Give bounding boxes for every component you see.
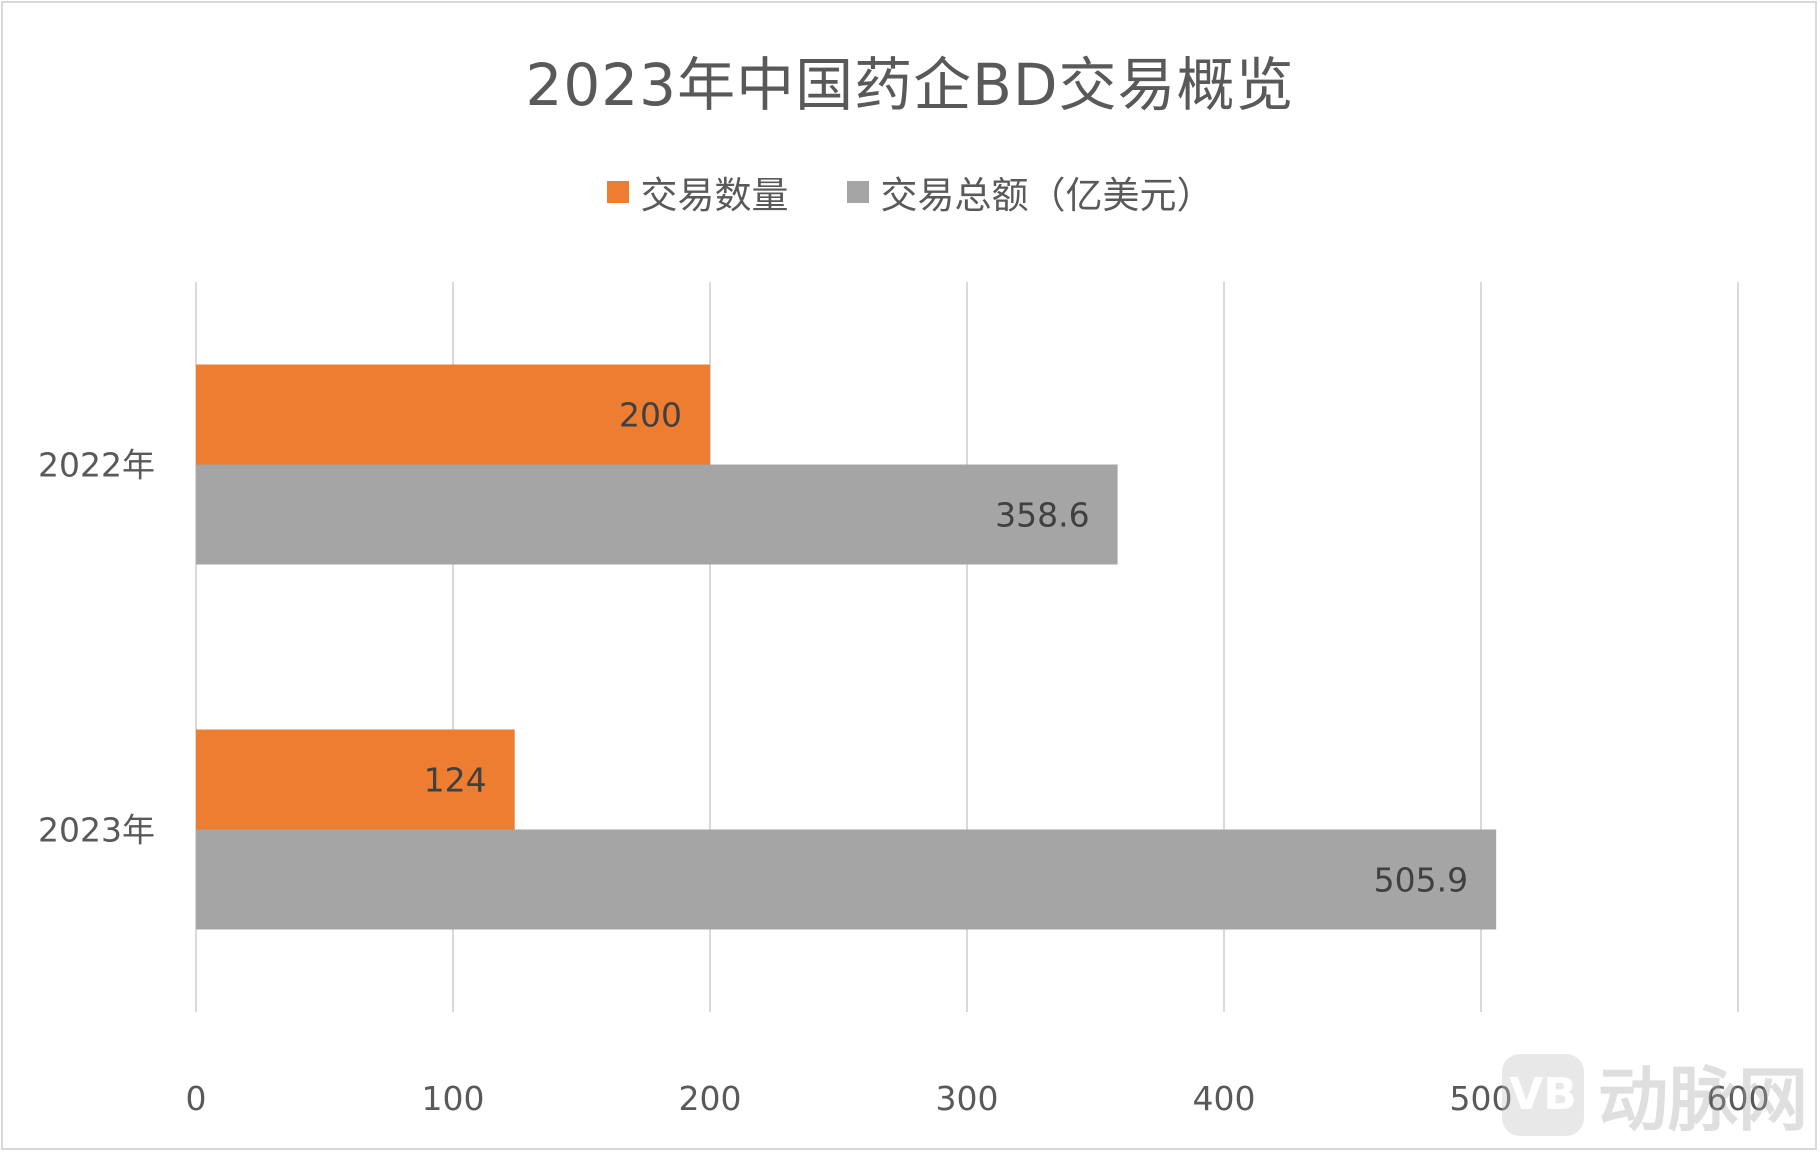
chart-legend: 交易数量 交易总额（亿美元） xyxy=(0,165,1820,219)
data-label-series0-cat1: 124 xyxy=(424,761,487,800)
legend-label-amount: 交易总额（亿美元） xyxy=(880,174,1214,217)
x-tick-label-200: 200 xyxy=(679,1079,742,1118)
x-tick-label-0: 0 xyxy=(186,1079,207,1118)
legend-item-amount: 交易总额（亿美元） xyxy=(846,165,1214,219)
y-tick-label-0: 2022年 xyxy=(38,446,155,485)
x-tick-label-300: 300 xyxy=(936,1079,999,1118)
x-tick-label-500: 500 xyxy=(1450,1079,1513,1118)
bar-series1-cat1 xyxy=(196,829,1497,930)
data-label-series1-cat1: 505.9 xyxy=(1374,861,1468,900)
x-tick-label-100: 100 xyxy=(422,1079,485,1118)
legend-swatch-count xyxy=(606,181,629,203)
x-tick-label-400: 400 xyxy=(1193,1079,1256,1118)
bar-series0-cat1 xyxy=(196,729,515,830)
watermark: VB 动脉网 xyxy=(1502,1044,1808,1145)
data-label-series0-cat0: 200 xyxy=(619,396,682,435)
watermark-badge: VB xyxy=(1502,1053,1584,1136)
legend-swatch-amount xyxy=(846,181,869,203)
legend-label-count: 交易数量 xyxy=(640,174,789,217)
data-label-series1-cat0: 358.6 xyxy=(995,496,1089,535)
watermark-text: 动脉网 xyxy=(1598,1059,1808,1141)
y-tick-label-1: 2023年 xyxy=(38,811,155,850)
bar-series1-cat0 xyxy=(196,464,1118,565)
bar-series0-cat0 xyxy=(196,364,710,465)
x-tick-label-600: 600 xyxy=(1707,1079,1770,1118)
chart-title: 2023年中国药企BD交易概览 xyxy=(525,51,1295,119)
legend-item-count: 交易数量 xyxy=(606,165,789,219)
